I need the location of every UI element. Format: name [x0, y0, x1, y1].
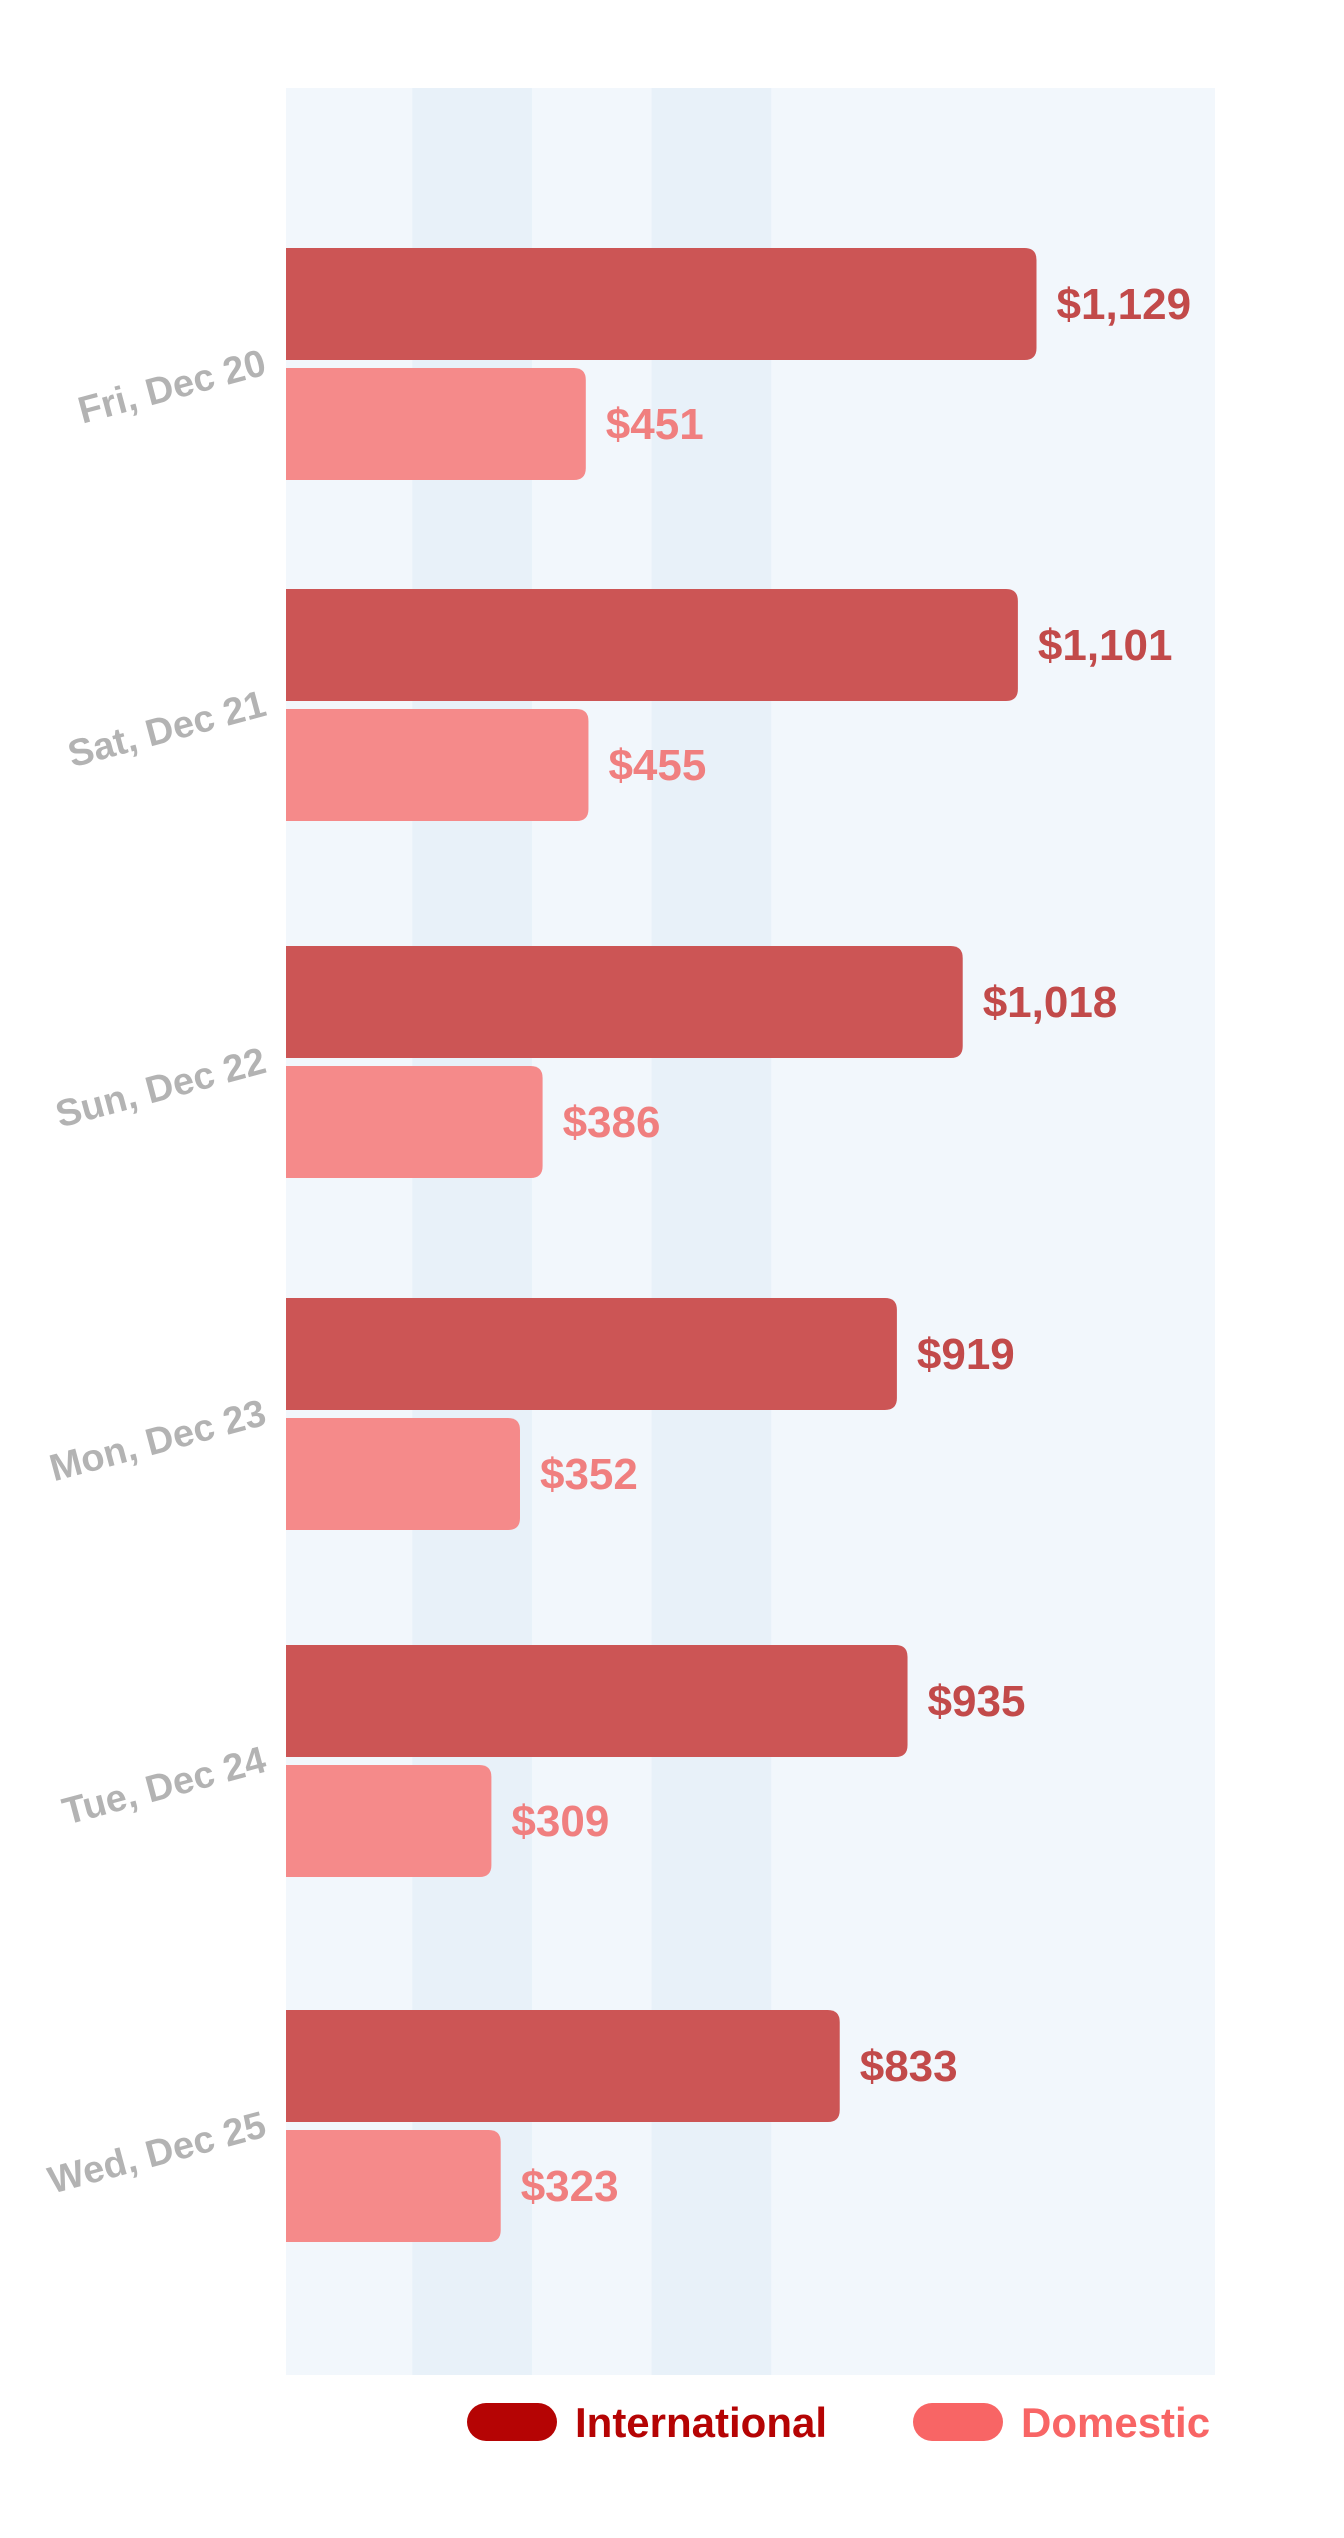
bar-international — [286, 946, 963, 1058]
bar-international — [286, 589, 1018, 701]
value-label-domestic: $323 — [521, 2162, 619, 2211]
value-label-international: $833 — [860, 2042, 958, 2091]
category-labels: Fri, Dec 20 Sat, Dec 21 Sun, Dec 22 Mon, De… — [44, 342, 270, 2202]
value-label-domestic: $451 — [606, 400, 704, 449]
grid-band — [651, 88, 772, 2375]
category-label: Wed, Dec 25 — [44, 2104, 270, 2202]
value-labels: $1,129 $451 $1,101 $455 $1,018 $386 $919 $352 $9… — [511, 280, 1191, 2211]
bars — [286, 248, 1037, 2242]
value-label-international: $935 — [928, 1677, 1026, 1726]
legend-label: International — [575, 2399, 827, 2446]
category-label: Mon, Dec 23 — [45, 1392, 270, 1490]
value-label-international: $1,129 — [1057, 280, 1192, 329]
bar-international — [286, 1645, 908, 1757]
bar-domestic — [286, 1765, 492, 1877]
legend-swatch — [467, 2403, 557, 2441]
bar-domestic — [286, 368, 586, 480]
value-label-domestic: $309 — [511, 1797, 609, 1846]
value-label-domestic: $386 — [563, 1098, 661, 1147]
bar-international — [286, 248, 1037, 360]
category-label: Sat, Dec 21 — [64, 683, 271, 776]
legend: International Domestic — [467, 2399, 1210, 2446]
value-label-international: $919 — [917, 1330, 1015, 1379]
category-label: Tue, Dec 24 — [58, 1739, 270, 1834]
bar-domestic — [286, 709, 589, 821]
category-label: Fri, Dec 20 — [74, 342, 271, 432]
category-label: Sun, Dec 22 — [51, 1040, 270, 1136]
bar-domestic — [286, 1418, 520, 1530]
bar-international — [286, 2010, 840, 2122]
legend-swatch — [913, 2403, 1003, 2441]
bar-domestic — [286, 2130, 501, 2242]
value-label-domestic: $352 — [540, 1450, 638, 1499]
value-label-international: $1,018 — [983, 978, 1118, 1027]
bar-international — [286, 1298, 897, 1410]
bar-domestic — [286, 1066, 543, 1178]
value-label-international: $1,101 — [1038, 621, 1173, 670]
legend-label: Domestic — [1021, 2399, 1210, 2446]
value-label-domestic: $455 — [608, 741, 706, 790]
